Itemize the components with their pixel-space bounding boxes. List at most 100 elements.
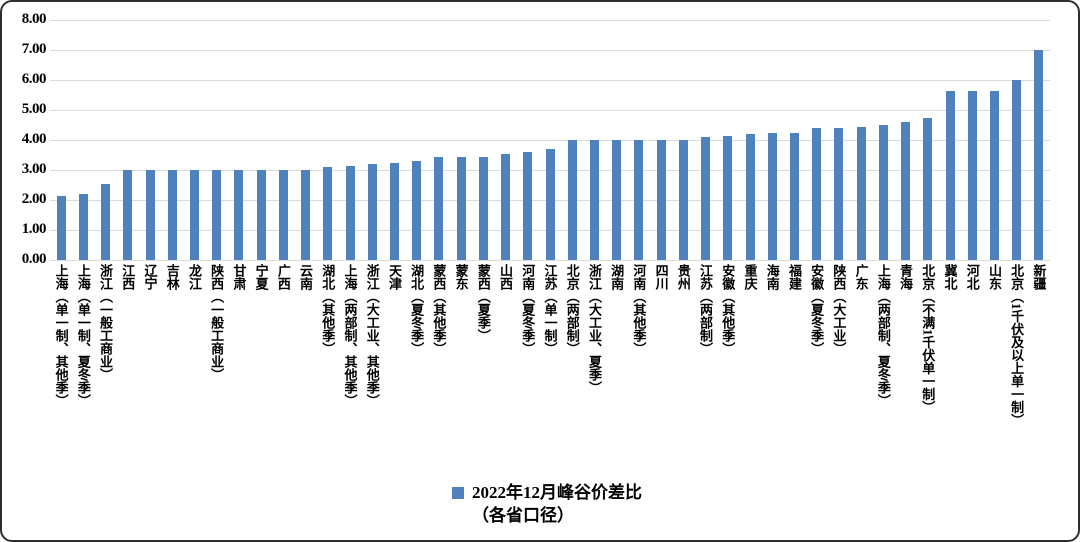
x-category-label: 云南 [298, 264, 314, 290]
bar [167, 170, 177, 260]
bar [389, 162, 399, 260]
bar [345, 165, 355, 260]
x-category-label: 贵州 [675, 264, 691, 290]
x-category-label: 河南（其他季） [631, 264, 647, 355]
bar [123, 170, 133, 260]
bar [678, 140, 688, 260]
x-category-label: 河北 [964, 264, 980, 290]
bar [945, 90, 955, 260]
bar [767, 132, 777, 260]
y-tick-label: 4.00 [21, 131, 47, 148]
legend-label-line1: 2022年12月峰谷价差比 [472, 483, 642, 502]
x-category-label: 四川 [653, 264, 669, 290]
bar [1034, 50, 1044, 260]
x-category-label: 蒙东 [453, 264, 469, 290]
y-tick-label: 6.00 [21, 71, 47, 88]
x-category-label: 上海（单一制、其他季） [53, 264, 69, 407]
x-category-label: 江西 [120, 264, 136, 290]
bar [923, 117, 933, 260]
y-tick-label: 5.00 [21, 101, 47, 118]
bar [567, 140, 577, 260]
bar [456, 156, 466, 260]
bar [723, 135, 733, 260]
x-category-label: 河南（夏冬季） [520, 264, 536, 355]
bar [189, 170, 199, 260]
bar-chart-plot-area [50, 20, 1050, 261]
gridline [50, 80, 1050, 81]
x-category-label: 吉林 [164, 264, 180, 290]
x-category-label: 安徽（夏冬季） [809, 264, 825, 355]
gridline [50, 140, 1050, 141]
x-category-label: 北京（不满1千伏单一制） [920, 264, 936, 414]
x-axis-category-labels: 上海（单一制、其他季） 上海（单一制、夏冬季） 浙江（一般工商业） 江西 辽宁 吉林 龙江陕… [50, 264, 1050, 479]
bar [634, 140, 644, 260]
bar [701, 137, 711, 260]
x-category-label: 天津 [386, 264, 402, 290]
bar [834, 128, 844, 260]
x-category-label: 江苏（单一制） [542, 264, 558, 355]
x-category-label: 湖北（夏冬季） [409, 264, 425, 355]
x-category-label: 浙江（大工业、其他季） [364, 264, 380, 407]
x-category-label: 辽宁 [142, 264, 158, 290]
bar [278, 170, 288, 260]
bar [545, 149, 555, 260]
bar [501, 153, 511, 260]
bar [812, 128, 822, 260]
gridline [50, 260, 1050, 261]
bar [323, 167, 333, 260]
x-category-label: 北京（1千伏及以上单一制） [1009, 264, 1025, 427]
x-category-label: 江苏（两部制） [698, 264, 714, 355]
x-category-label: 上海（单一制、夏冬季） [75, 264, 91, 407]
bar [367, 164, 377, 260]
bar [301, 170, 311, 260]
bar [78, 194, 88, 260]
bar [878, 125, 888, 260]
bar [145, 170, 155, 260]
x-category-label: 北京（两部制） [564, 264, 580, 355]
x-category-label: 湖南 [609, 264, 625, 290]
x-category-label: 上海（两部制、夏冬季） [875, 264, 891, 407]
gridline [50, 20, 1050, 21]
x-category-label: 湖北（其他季） [320, 264, 336, 355]
y-tick-label: 3.00 [21, 161, 47, 178]
x-category-label: 福建 [786, 264, 802, 290]
bar [101, 183, 111, 260]
x-category-label: 安徽（其他季） [720, 264, 736, 355]
bar [1012, 80, 1022, 260]
bar [589, 140, 599, 260]
y-tick-label: 0.00 [21, 251, 47, 268]
gridline [50, 50, 1050, 51]
x-category-label: 山西 [498, 264, 514, 290]
bar [901, 122, 911, 260]
x-category-label: 重庆 [742, 264, 758, 290]
x-category-label: 甘肃 [231, 264, 247, 290]
x-category-label: 广东 [853, 264, 869, 290]
x-category-label: 上海（两部制、其他季） [342, 264, 358, 407]
x-category-label: 浙江（一般工商业） [98, 264, 114, 381]
bar [434, 156, 444, 260]
bar [612, 140, 622, 260]
x-category-label: 冀北 [942, 264, 958, 290]
bar [745, 134, 755, 260]
x-category-label: 陕西（大工业） [831, 264, 847, 355]
x-category-label: 青海 [898, 264, 914, 290]
bar [212, 170, 222, 260]
bar [523, 152, 533, 260]
y-tick-label: 7.00 [21, 41, 47, 58]
x-category-label: 蒙西（夏季） [475, 264, 491, 342]
x-category-label: 海南 [764, 264, 780, 290]
bar [789, 132, 799, 260]
x-category-label: 蒙西（其他季） [431, 264, 447, 355]
y-axis-tick-labels: 8.00 7.00 6.00 5.00 4.00 3.00 2.00 1.00 0.00 [6, 11, 47, 267]
x-category-label: 宁夏 [253, 264, 269, 290]
chart-legend: 2022年12月峰谷价差比 （各省口径） [452, 482, 642, 528]
gridline [50, 110, 1050, 111]
x-category-label: 浙江（大工业、夏季） [586, 264, 602, 394]
x-category-label: 广西 [275, 264, 291, 290]
legend-label-line2: （各省口径） [472, 505, 574, 525]
bar [989, 90, 999, 260]
bar [478, 156, 488, 260]
bar [856, 126, 866, 260]
bar [234, 170, 244, 260]
